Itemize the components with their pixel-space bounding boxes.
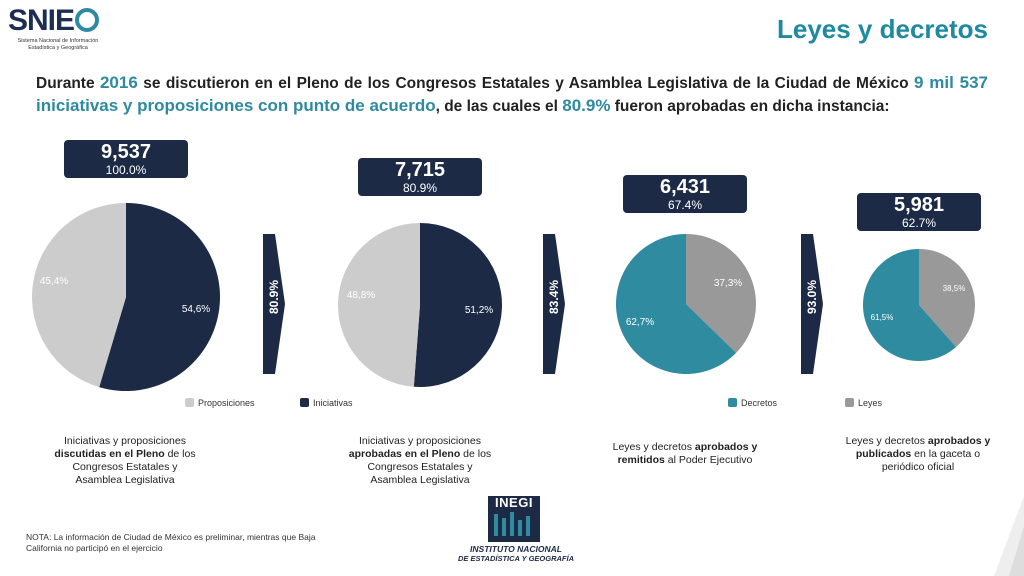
step-arrow-label-1: 80.9% [267,279,281,315]
inegi-logo: INEGI INSTITUTO NACIONAL DE ESTADÍSTICA … [446,496,586,566]
pie-slice-iniciativas [99,203,221,392]
legend-swatch [845,398,854,407]
description-2: Iniciativas y proposiciones aprobadas en… [345,435,495,487]
desc-bold: aprobados y remitidos [617,441,758,466]
legend-label: Iniciativas [313,398,353,408]
step-arrow-2 [543,234,565,374]
snieg-logo-mark: SNIE [8,6,118,36]
intro-count: 9 mil 537 [914,73,989,92]
total-box-4: 5,981 62.7% [857,193,981,231]
total-pct: 62.7% [901,216,937,230]
total-value: 9,537 [100,141,152,163]
inegi-box-text: INEGI [495,495,533,510]
desc-pre: Leyes y decretos [612,441,695,453]
footnote: NOTA: La información de Ciudad de México… [26,532,316,553]
pie-slice-label: 45,4% [40,276,68,287]
desc-post: al Poder Ejecutivo [664,454,753,466]
legend-iniciativas: Iniciativas [300,398,353,409]
step-arrow-label-2: 83.4% [547,279,561,315]
desc-post: de los Congresos Estatales y Asamblea Le… [367,448,492,486]
step-arrow-1 [263,234,285,374]
step-arrow-3 [801,234,823,374]
legend-swatch [185,398,194,407]
pie-slice-decretos [863,249,957,361]
pie-slice-proposiciones [32,203,126,388]
intro-paragraph: Durante 2016 se discutieron en el Pleno … [36,72,988,118]
pie-slice-label: 61,5% [871,313,894,322]
pie-slice-label: 51,2% [465,305,493,316]
pie-slice-label: 48,8% [347,290,375,301]
total-value: 6,431 [659,176,711,198]
snieg-logo: SNIE Sistema Nacional de Información Est… [8,6,118,52]
total-box-2: 7,715 80.9% [358,158,482,196]
desc-post: de los Congresos Estatales y Asamblea Le… [72,448,196,486]
pie-slice-label: 38,5% [943,284,966,293]
pie-slice-label: 37,3% [714,278,742,289]
legend-swatch [728,398,737,407]
intro-text-3: iniciativas y proposiciones con punto de… [36,96,436,115]
legend-swatch [300,398,309,407]
pie-slice-label: 54,6% [182,304,210,315]
pie-slice-leyes [686,234,756,353]
total-box-1: 9,537 100.0% [64,140,188,178]
description-3: Leyes y decretos aprobados y remitidos a… [610,441,760,467]
inegi-name-line1: INSTITUTO NACIONAL [470,544,562,554]
pie-slice-decretos [615,233,737,374]
desc-bold: discutidas en el Pleno [54,448,165,460]
pie-slice-label: 62,7% [626,317,654,328]
intro-text-2: se discutieron en el Pleno de los Congre… [137,75,914,92]
legend-proposiciones: Proposiciones [185,398,255,409]
intro-text-5: fueron aprobadas en dicha instancia: [610,98,890,115]
description-1: Iniciativas y proposiciones discutidas e… [50,435,200,487]
intro-year: 2016 [99,73,138,92]
page-title: Leyes y decretos [776,14,988,44]
inegi-logo-box: INEGI [488,496,540,542]
logo-ring-icon [75,8,100,32]
total-box-3: 6,431 67.4% [623,175,747,213]
total-pct: 80.9% [402,181,438,195]
description-4: Leyes y decretos aprobados y publicados … [843,435,993,474]
legend-label: Leyes [858,398,883,408]
desc-bold: aprobados y publicados [855,435,991,460]
total-pct: 67.4% [667,198,703,212]
pie-slice-iniciativas [413,223,502,387]
intro-pct: 80.9% [562,96,611,115]
legend-leyes: Leyes [845,398,882,409]
intro-text-1: Durante [36,75,100,92]
desc-pre: Leyes y decretos [845,435,928,447]
pie-slice-leyes [919,249,975,348]
inegi-name-line2: DE ESTADÍSTICA Y GEOGRAFÍA [458,554,574,563]
desc-pre: Iniciativas y proposiciones [359,435,481,447]
desc-bold: aprobadas en el Pleno [348,448,461,460]
total-value: 7,715 [394,159,446,181]
corner-decoration-icon [994,496,1024,576]
legend-label: Decretos [741,398,778,408]
total-pct: 100.0% [105,163,147,177]
desc-post: en la gaceta o periódico oficial [881,448,981,473]
total-value: 5,981 [893,194,945,216]
legend-label: Proposiciones [198,398,255,408]
legend-decretos: Decretos [728,398,777,409]
desc-pre: Iniciativas y proposiciones [64,435,186,447]
step-arrow-label-3: 93.0% [805,279,819,315]
intro-text-4: , de las cuales el [435,98,563,115]
snieg-logo-subtitle: Sistema Nacional de Información Estadíst… [17,38,99,51]
inegi-pattern-icon [494,512,530,536]
pie-slice-proposiciones [337,222,420,387]
